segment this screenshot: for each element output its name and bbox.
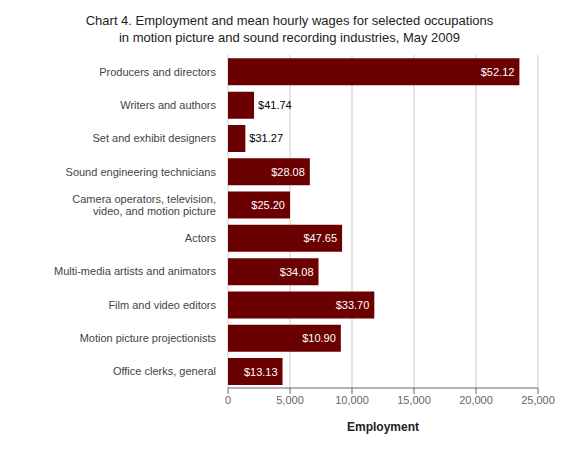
svg-text:5,000: 5,000 — [276, 394, 304, 406]
svg-text:Employment: Employment — [347, 420, 419, 434]
svg-text:$13.13: $13.13 — [244, 366, 278, 378]
html-text:Chart 4. Employment and mean h: Chart 4. Employment and mean hourly wage… — [85, 13, 494, 28]
svg-text:10,000: 10,000 — [335, 394, 369, 406]
svg-text:$25.20: $25.20 — [251, 199, 285, 211]
svg-text:Motion picture projectionists: Motion picture projectionists — [80, 332, 217, 344]
svg-text:Office clerks, general: Office clerks, general — [113, 365, 216, 377]
svg-text:$47.65: $47.65 — [303, 232, 337, 244]
svg-text:Producers and directors: Producers and directors — [99, 66, 216, 78]
svg-text:Multi-media artists and animat: Multi-media artists and animators — [54, 265, 217, 277]
svg-text:0: 0 — [225, 394, 231, 406]
svg-text:Actors: Actors — [185, 232, 217, 244]
svg-text:$41.74: $41.74 — [258, 99, 292, 111]
svg-text:$34.08: $34.08 — [280, 266, 314, 278]
svg-text:$33.70: $33.70 — [336, 299, 370, 311]
svg-text:Set and exhibit designers: Set and exhibit designers — [92, 132, 216, 144]
svg-text:Sound engineering technicians: Sound engineering technicians — [66, 166, 217, 178]
svg-text:$52.12: $52.12 — [481, 66, 515, 78]
svg-text:15,000: 15,000 — [397, 394, 431, 406]
svg-text:Camera operators, television,v: Camera operators, television,video, and … — [72, 193, 216, 217]
html-text:in motion picture and sound re: in motion picture and sound recording in… — [119, 30, 460, 45]
svg-text:$31.27: $31.27 — [249, 132, 283, 144]
svg-text:Film and video editors: Film and video editors — [108, 299, 216, 311]
svg-text:25,000: 25,000 — [521, 394, 555, 406]
svg-text:20,000: 20,000 — [459, 394, 493, 406]
svg-text:Writers and authors: Writers and authors — [120, 99, 216, 111]
svg-text:$10.90: $10.90 — [302, 332, 336, 344]
svg-text:$28.08: $28.08 — [271, 166, 305, 178]
